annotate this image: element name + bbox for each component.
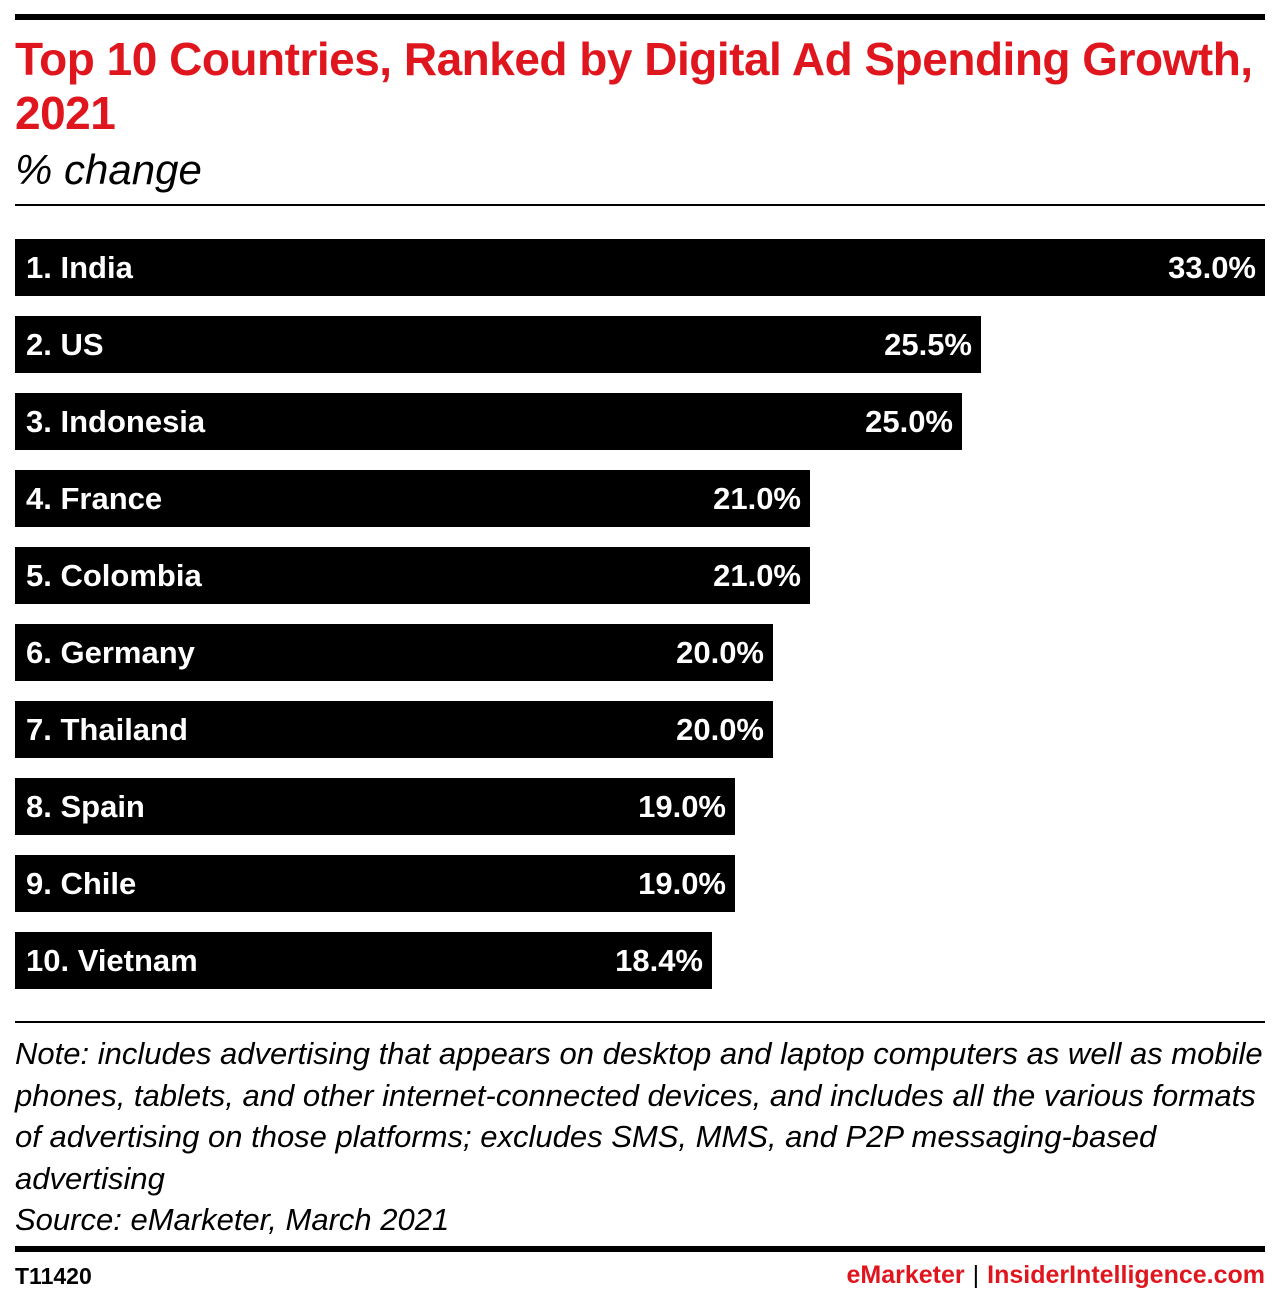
bar-group: 1. India 33.0% [15, 239, 1265, 296]
brand-emarketer: eMarketer [846, 1261, 965, 1289]
value-label: 19.0% [638, 866, 726, 901]
category-label: 2. US [26, 327, 104, 362]
bar-group: 3. Indonesia 25.0% [15, 393, 962, 450]
bar [15, 932, 712, 989]
bar [15, 778, 735, 835]
value-label: 20.0% [676, 712, 764, 747]
bottom-rule [15, 1246, 1265, 1252]
bar-group: 7. Thailand 20.0% [15, 701, 773, 758]
bar [15, 624, 773, 681]
brand-insider-intelligence: InsiderIntelligence.com [987, 1261, 1265, 1289]
bar-group: 8. Spain 19.0% [15, 778, 735, 835]
bar [15, 547, 810, 604]
bar-chart: 1. India 33.0% 2. US 25.5% 3. Indonesia 25.0%… [15, 239, 1265, 989]
bar-group: 10. Vietnam 18.4% [15, 932, 712, 989]
chart-id: T11420 [15, 1263, 92, 1289]
category-label: 1. India [26, 250, 134, 285]
category-label: 3. Indonesia [26, 404, 206, 439]
chart-title: Top 10 Countries, Ranked by Digital Ad S… [15, 33, 1253, 139]
bar [15, 701, 773, 758]
source-text: Source: eMarketer, March 2021 [15, 1202, 450, 1238]
bar-group: 2. US 25.5% [15, 316, 981, 373]
category-label: 8. Spain [26, 789, 145, 824]
header-rule [15, 204, 1265, 206]
bar-group: 4. France 21.0% [15, 470, 810, 527]
category-label: 10. Vietnam [26, 943, 198, 978]
note-text: Note: includes advertising that appears … [15, 1036, 1263, 1196]
bar [15, 470, 810, 527]
value-label: 18.4% [615, 943, 703, 978]
bar-group: 5. Colombia 21.0% [15, 547, 810, 604]
chart-subtitle: % change [15, 146, 202, 193]
bar [15, 393, 962, 450]
footer-brand: eMarketer | InsiderIntelligence.com [847, 1261, 1266, 1290]
value-label: 33.0% [1168, 250, 1256, 285]
category-label: 7. Thailand [26, 712, 188, 747]
category-label: 9. Chile [26, 866, 136, 901]
value-label: 21.0% [713, 481, 801, 516]
category-label: 4. France [26, 481, 162, 516]
category-label: 6. Germany [26, 635, 196, 670]
brand-separator: | [972, 1261, 980, 1289]
value-label: 25.5% [884, 327, 972, 362]
bar [15, 239, 1265, 296]
value-label: 19.0% [638, 789, 726, 824]
bar-group: 9. Chile 19.0% [15, 855, 735, 912]
bar [15, 316, 981, 373]
note-rule [15, 1021, 1265, 1023]
value-label: 25.0% [865, 404, 953, 439]
bar [15, 855, 735, 912]
value-label: 20.0% [676, 635, 764, 670]
top-rule [15, 14, 1265, 20]
note-block: Note: includes advertising that appears … [15, 1033, 1265, 1241]
value-label: 21.0% [713, 558, 801, 593]
category-label: 5. Colombia [26, 558, 202, 593]
bar-group: 6. Germany 20.0% [15, 624, 773, 681]
